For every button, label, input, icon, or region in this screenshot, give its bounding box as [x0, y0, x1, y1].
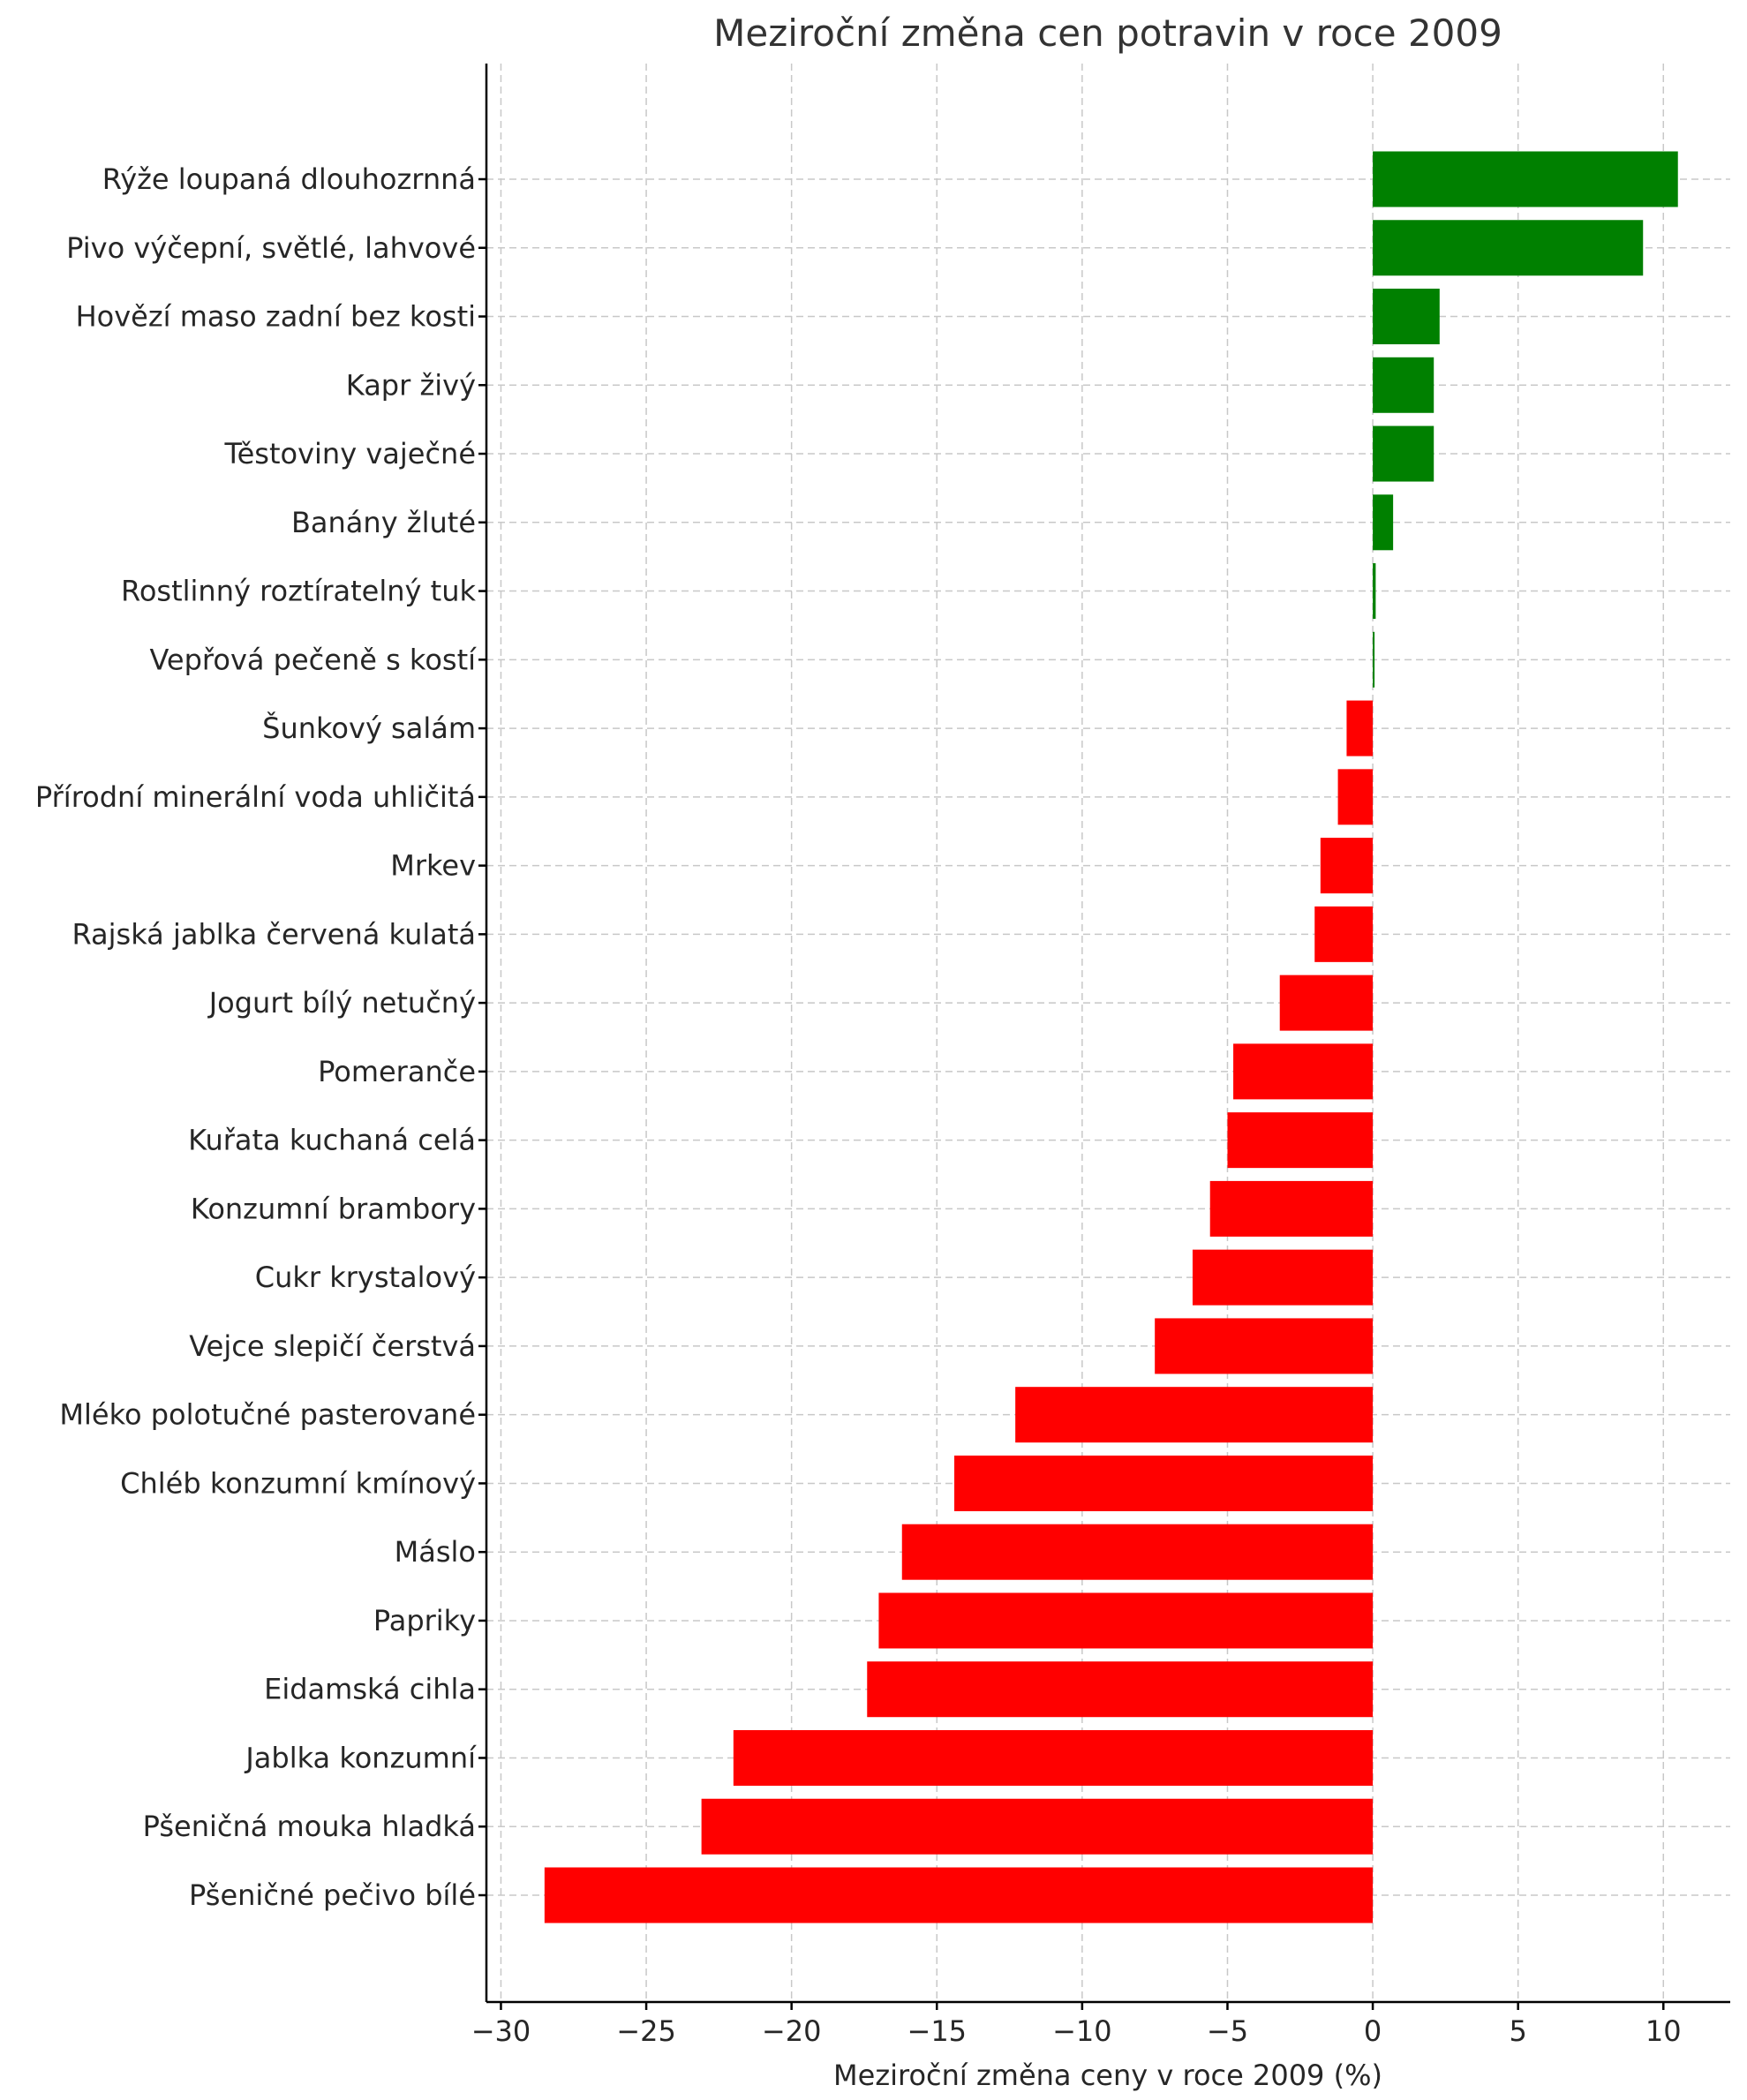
bar: [1373, 494, 1394, 551]
category-label: Eidamská cihla: [264, 1673, 476, 1706]
bar: [1320, 838, 1374, 894]
category-label: Papriky: [373, 1604, 476, 1637]
bar: [701, 1798, 1374, 1855]
category-label: Kapr živý: [346, 368, 476, 402]
bars: [544, 151, 1678, 1923]
category-label: Kuřata kuchaná celá: [188, 1124, 476, 1157]
bar: [1209, 1180, 1374, 1237]
category-label: Pivo výčepní, světlé, lahvové: [66, 231, 476, 265]
category-label: Vejce slepičí čerstvá: [189, 1329, 476, 1363]
x-tick-label: 0: [1364, 2014, 1382, 2048]
x-tick-label: −15: [907, 2014, 968, 2048]
bar: [1314, 906, 1374, 962]
category-label: Chléb konzumní kmínový: [120, 1466, 476, 1500]
category-label: Hovězí maso zadní bez kosti: [76, 300, 476, 334]
category-label: Vepřová pečeně s kostí: [150, 643, 478, 676]
bar: [954, 1455, 1374, 1511]
chart-title: Meziroční změna cen potravin v roce 2009: [713, 11, 1502, 55]
category-label: Konzumní brambory: [191, 1192, 476, 1225]
bar: [1373, 357, 1434, 413]
bar: [544, 1867, 1374, 1923]
bar: [1373, 289, 1440, 345]
category-label: Pšeničné pečivo bílé: [189, 1878, 476, 1912]
category-label: Těstoviny vaječné: [224, 437, 477, 470]
category-label: Jablka konzumní: [244, 1741, 477, 1774]
x-tick-label: 5: [1510, 2014, 1527, 2048]
category-label: Pomeranče: [318, 1055, 476, 1088]
x-tick-label: −30: [471, 2014, 531, 2048]
category-label: Cukr krystalový: [255, 1261, 476, 1294]
bar: [1227, 1112, 1374, 1169]
bar: [1279, 975, 1374, 1031]
bar: [1373, 631, 1375, 688]
bar: [1015, 1387, 1374, 1443]
category-label: Šunkový salám: [262, 711, 476, 745]
bar: [1373, 151, 1678, 207]
x-tick-label: −5: [1207, 2014, 1248, 2048]
category-label: Pšeničná mouka hladká: [143, 1810, 476, 1843]
bar: [1233, 1043, 1374, 1100]
category-label: Banány žluté: [291, 506, 476, 539]
x-tick-label: −10: [1052, 2014, 1112, 2048]
category-label: Mléko polotučné pasterované: [59, 1398, 476, 1432]
bar: [733, 1729, 1374, 1786]
bar: [1373, 563, 1376, 620]
category-label: Máslo: [395, 1535, 476, 1569]
axes: Rýže loupaná dlouhozrnná Pivo výčepní, sv…: [35, 64, 1730, 2048]
bar: [1155, 1318, 1374, 1374]
bar: [1192, 1249, 1374, 1306]
bar: [878, 1592, 1374, 1649]
category-label: Rajská jablka červená kulatá: [72, 917, 476, 951]
category-label: Mrkev: [390, 849, 476, 883]
bar: [1337, 769, 1374, 825]
bar: [901, 1524, 1374, 1580]
bar: [1373, 425, 1434, 482]
category-label: Rostlinný roztíratelný tuk: [121, 575, 476, 608]
x-tick-label: −20: [762, 2014, 822, 2048]
x-axis-label: Meziroční změna ceny v roce 2009 (%): [833, 2059, 1382, 2092]
x-tick-label: 10: [1645, 2014, 1682, 2048]
bar: [1373, 220, 1644, 276]
bar: [1346, 700, 1374, 756]
bar: [867, 1661, 1374, 1718]
x-tick-label: −25: [616, 2014, 676, 2048]
category-label: Jogurt bílý netučný: [207, 986, 476, 1020]
category-label: Přírodní minerální voda uhličitá: [35, 780, 476, 814]
category-label: Rýže loupaná dlouhozrnná: [102, 162, 476, 196]
